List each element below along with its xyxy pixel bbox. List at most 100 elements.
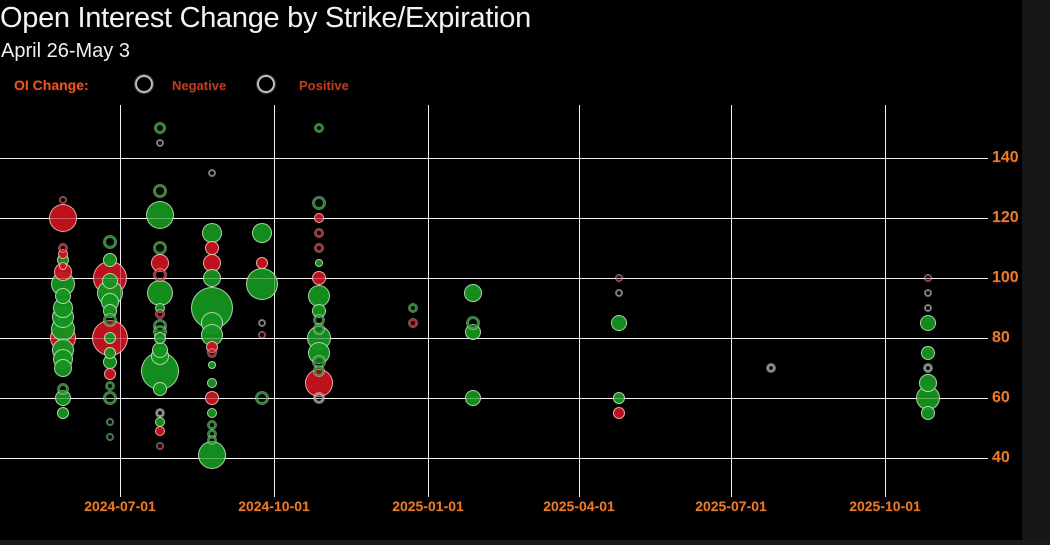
bottom-edge <box>0 540 1050 545</box>
bubble-positive[interactable] <box>610 315 627 331</box>
bubble-positive[interactable] <box>203 269 222 287</box>
bubble-positive[interactable] <box>106 434 113 440</box>
legend-item-positive: Positive <box>299 78 349 93</box>
bubble-positive[interactable] <box>921 346 936 360</box>
bubble-neutral[interactable] <box>924 364 933 372</box>
gridline-vertical <box>731 105 732 497</box>
bubble-positive[interactable] <box>105 382 114 390</box>
bubble-positive[interactable] <box>58 384 69 394</box>
y-tick-label: 120 <box>992 209 1019 226</box>
bubble-negative[interactable] <box>154 269 167 281</box>
bubble-positive[interactable] <box>103 392 116 404</box>
y-tick-label: 140 <box>992 149 1019 166</box>
right-margin <box>1022 0 1050 545</box>
bubble-positive[interactable] <box>198 441 227 469</box>
bubble-positive[interactable] <box>103 332 116 344</box>
gridline-horizontal <box>0 278 988 279</box>
bubble-negative[interactable] <box>408 319 417 327</box>
gridline-vertical <box>579 105 580 497</box>
bubble-positive[interactable] <box>921 406 936 420</box>
bubble-positive[interactable] <box>208 361 217 369</box>
bubble-neutral[interactable] <box>157 140 164 146</box>
bubble-neutral[interactable] <box>925 290 932 296</box>
bubble-positive[interactable] <box>313 197 326 209</box>
bubble-positive[interactable] <box>154 332 167 344</box>
bubble-positive[interactable] <box>106 419 113 425</box>
gridline-vertical <box>579 105 580 497</box>
bubble-negative[interactable] <box>256 257 269 269</box>
bubble-positive[interactable] <box>315 259 324 267</box>
bubble-neutral[interactable] <box>314 393 325 403</box>
gridline-vertical <box>120 105 121 497</box>
bubble-positive[interactable] <box>207 408 218 418</box>
bubble-negative[interactable] <box>59 244 68 252</box>
bubble-negative[interactable] <box>314 213 325 223</box>
gridline-horizontal <box>0 338 988 339</box>
bubble-positive[interactable] <box>155 123 166 133</box>
bubble-positive[interactable] <box>920 315 937 331</box>
bubble-neutral[interactable] <box>767 364 776 372</box>
bubble-negative[interactable] <box>157 443 164 449</box>
bubble-positive[interactable] <box>208 436 217 444</box>
bubble-positive[interactable] <box>103 236 116 248</box>
bubble-positive[interactable] <box>103 314 116 326</box>
bubble-positive[interactable] <box>154 242 167 254</box>
bubble-positive[interactable] <box>153 382 168 396</box>
bubble-negative[interactable] <box>612 407 625 419</box>
y-tick-label: 80 <box>992 329 1010 346</box>
negative-swatch-icon <box>135 75 153 93</box>
bubble-neutral[interactable] <box>156 409 165 417</box>
bubble-positive[interactable] <box>207 378 218 388</box>
gridline-horizontal <box>0 278 988 279</box>
bubble-negative[interactable] <box>205 391 220 405</box>
bubble-negative[interactable] <box>60 197 67 203</box>
bubble-negative[interactable] <box>615 275 622 281</box>
bubble-positive[interactable] <box>202 223 223 243</box>
gridline-vertical <box>885 105 886 497</box>
bubble-positive[interactable] <box>256 392 269 404</box>
bubble-positive[interactable] <box>103 347 116 359</box>
gridline-vertical <box>120 105 121 497</box>
gridline-vertical <box>428 105 429 497</box>
y-tick-label: 60 <box>992 389 1010 406</box>
bubble-positive[interactable] <box>101 273 118 289</box>
bubble-positive[interactable] <box>919 374 938 392</box>
bubble-negative[interactable] <box>315 229 324 237</box>
bubble-neutral[interactable] <box>925 305 932 311</box>
bubble-negative[interactable] <box>312 271 327 285</box>
bubble-neutral[interactable] <box>259 320 266 326</box>
bubble-positive[interactable] <box>464 284 483 302</box>
gridline-horizontal <box>0 458 988 459</box>
bubble-positive[interactable] <box>612 392 625 404</box>
bubble-positive[interactable] <box>465 390 482 406</box>
y-tick-label: 40 <box>992 449 1010 466</box>
bubble-positive[interactable] <box>55 288 72 304</box>
bubble-positive[interactable] <box>408 304 417 312</box>
bubble-negative[interactable] <box>155 426 166 436</box>
bubble-positive[interactable] <box>54 359 73 377</box>
bubble-positive[interactable] <box>314 324 325 334</box>
bubble-positive[interactable] <box>208 421 217 429</box>
x-tick-label: 2025-07-01 <box>695 498 767 514</box>
bubble-positive[interactable] <box>314 366 325 376</box>
bubble-positive[interactable] <box>315 124 324 132</box>
bubble-negative[interactable] <box>59 262 68 270</box>
bubble-negative[interactable] <box>315 244 324 252</box>
bubble-positive[interactable] <box>102 253 117 267</box>
bubble-neutral[interactable] <box>615 290 622 296</box>
bubble-negative[interactable] <box>49 204 78 232</box>
bubble-negative[interactable] <box>156 310 165 318</box>
bubble-negative[interactable] <box>208 349 217 357</box>
bubble-negative[interactable] <box>925 275 932 281</box>
bubble-positive[interactable] <box>57 407 70 419</box>
bubble-positive[interactable] <box>467 317 480 329</box>
positive-swatch-icon <box>257 75 275 93</box>
bubble-neutral[interactable] <box>209 170 216 176</box>
bubble-positive[interactable] <box>252 223 273 243</box>
bubble-negative[interactable] <box>103 368 116 380</box>
bubble-positive[interactable] <box>146 201 175 229</box>
bubble-positive[interactable] <box>154 185 167 197</box>
bubble-negative[interactable] <box>259 332 266 338</box>
bubble-negative[interactable] <box>205 241 220 255</box>
